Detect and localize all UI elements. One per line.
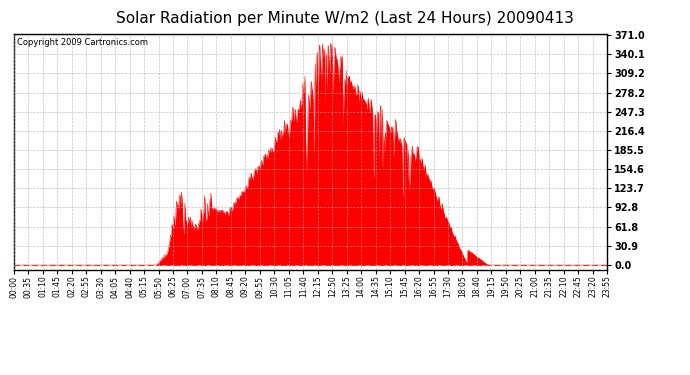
Text: Copyright 2009 Cartronics.com: Copyright 2009 Cartronics.com	[17, 39, 148, 48]
Text: Solar Radiation per Minute W/m2 (Last 24 Hours) 20090413: Solar Radiation per Minute W/m2 (Last 24…	[116, 11, 574, 26]
